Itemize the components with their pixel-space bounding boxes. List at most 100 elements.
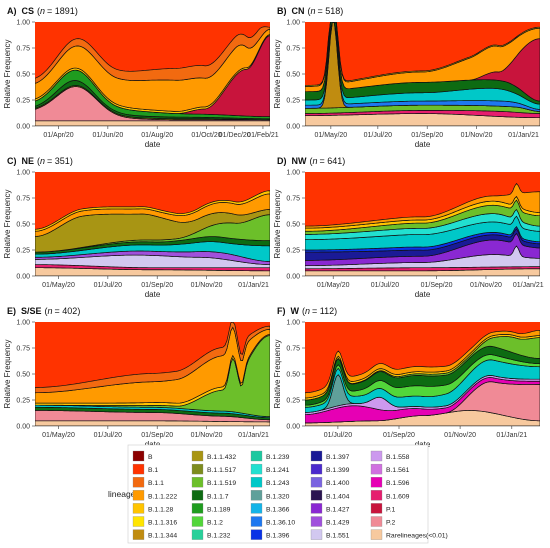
panel-n-value: = 351: [47, 156, 70, 166]
legend-swatch: [132, 516, 145, 527]
legend-title: lineage: [108, 489, 136, 499]
y-axis-label: Relative Frequency: [3, 190, 12, 259]
panel-1: 0.00 0.25 0.50 0.75 1.00 01/Apr/20 01/Jun/20 01…: [3, 6, 279, 149]
panel-6: 0.00 0.25 0.50 0.75 1.00 01/Jul/20 01/Sep/20 01…: [273, 306, 540, 449]
y-tick-label: 0.75: [16, 46, 30, 53]
y-tick-label: 0.50: [286, 72, 300, 79]
legend-label: B.1.609: [386, 493, 410, 500]
legend-label: B.1.400: [326, 480, 350, 487]
y-tick-label: 1.00: [16, 20, 30, 27]
legend-swatch: [370, 477, 383, 488]
panel-n-label: n: [313, 156, 318, 166]
y-tick-label: 1.00: [286, 320, 300, 327]
panel-n-label: n: [40, 6, 45, 16]
legend-swatch: [191, 450, 204, 462]
y-tick-label: 0.75: [286, 196, 300, 203]
y-tick-label: 0.00: [16, 274, 30, 281]
x-axis-label: date: [145, 440, 161, 449]
legend-swatch: [191, 516, 204, 527]
legend-label: B.1.561: [386, 467, 410, 474]
x-tick-label: 01/Sep/20: [421, 282, 453, 289]
legend-swatch: [250, 529, 263, 540]
y-tick-label: 1.00: [286, 170, 300, 177]
legend-label: B.1.596: [386, 480, 410, 487]
panel-paren-open: (: [37, 6, 40, 16]
y-tick-label: 0.25: [16, 398, 30, 405]
legend-swatch: [132, 463, 145, 475]
legend-swatch: [191, 529, 204, 540]
x-tick-label: 01/Oct/20: [191, 132, 221, 139]
legend-swatch: [250, 503, 263, 514]
legend-swatch: [250, 490, 263, 501]
x-tick-label: 01/Jan/21: [513, 282, 544, 289]
y-tick-label: 0.50: [286, 222, 300, 229]
legend-swatch: [132, 450, 145, 462]
y-tick-label: 0.25: [16, 248, 30, 255]
y-tick-label: 0.00: [286, 124, 300, 131]
y-tick-label: 1.00: [16, 170, 30, 177]
panel-region: W: [291, 306, 300, 316]
panel-paren-open: (: [302, 306, 305, 316]
x-tick-label: 01/Feb/21: [247, 132, 279, 139]
x-tick-label: 01/Apr/20: [43, 132, 73, 139]
legend-swatch: [310, 463, 323, 475]
legend-label: B.1.36.10: [266, 520, 295, 527]
legend-label: B.1.558: [386, 454, 410, 461]
legend-label: B.1: [148, 467, 158, 474]
panel-title: F) W (n = 112): [277, 306, 337, 316]
x-tick-label: 01/Nov/20: [191, 282, 223, 289]
panel-title: C) NE (n = 351): [7, 156, 73, 166]
panel-n-label: n: [48, 306, 53, 316]
legend-label: B.1.1.432: [207, 454, 236, 461]
y-tick-label: 1.00: [16, 320, 30, 327]
panel-n-value: = 402: [55, 306, 78, 316]
legend-label: B.1.1.28: [148, 506, 174, 513]
x-axis-label: date: [415, 440, 431, 449]
legend-label: B.1.243: [266, 480, 290, 487]
legend-label: B.1.241: [266, 467, 290, 474]
legend-swatch: [310, 477, 323, 488]
panel-3: 0.00 0.25 0.50 0.75 1.00 01/May/20 01/Jul/20 01…: [3, 156, 270, 299]
areas: [305, 329, 540, 426]
legend-swatch: [132, 503, 145, 514]
y-tick-label: 0.00: [286, 424, 300, 431]
y-tick-label: 0.50: [286, 372, 300, 379]
x-tick-label: 01/Sep/20: [141, 282, 173, 289]
y-tick-label: 0.75: [16, 196, 30, 203]
panel-paren-close: ): [77, 306, 80, 316]
legend-swatch: [310, 490, 323, 501]
y-tick-label: 0.00: [16, 124, 30, 131]
area-B.1.1.28: [35, 190, 270, 232]
panel-letter: B): [277, 6, 287, 16]
panel-n-value: = 518: [318, 6, 341, 16]
panel-paren-open: (: [308, 6, 311, 16]
panel-n-value: = 112: [312, 306, 334, 316]
legend-swatch: [370, 529, 383, 540]
panel-letter: C): [7, 156, 17, 166]
panel-paren-close: ): [75, 6, 78, 16]
panel-n-value: = 641: [320, 156, 343, 166]
y-tick-label: 0.00: [286, 274, 300, 281]
areas: [35, 322, 270, 426]
x-tick-label: 01/Jan/21: [508, 132, 539, 139]
legend-swatch: [310, 529, 323, 540]
x-tick-label: 01/Aug/20: [141, 132, 173, 139]
legend-swatch: [250, 450, 263, 462]
legend-label: B.1.397: [326, 454, 350, 461]
x-axis-label: date: [415, 140, 431, 149]
legend-label: B.1.366: [266, 506, 290, 513]
y-axis-label: Relative Frequency: [3, 40, 12, 109]
panel-n-label: n: [305, 306, 310, 316]
y-tick-label: 0.50: [16, 222, 30, 229]
x-tick-label: 01/Jun/20: [92, 132, 123, 139]
y-axis-label: Relative Frequency: [273, 40, 282, 109]
area-B.1.1.28: [305, 22, 540, 87]
panel-title: B) CN (n = 518): [277, 6, 343, 16]
x-tick-label: 01/Jul/20: [324, 432, 353, 439]
x-tick-label: 01/Nov/20: [470, 282, 502, 289]
panel-2: 0.00 0.25 0.50 0.75 1.00 01/May/20 01/Jul/20 01…: [273, 6, 540, 149]
panel-paren-open: (: [310, 156, 313, 166]
x-tick-label: 01/May/20: [42, 432, 75, 439]
panel-letter: D): [277, 156, 287, 166]
legend-label: B.1.396: [266, 533, 290, 540]
